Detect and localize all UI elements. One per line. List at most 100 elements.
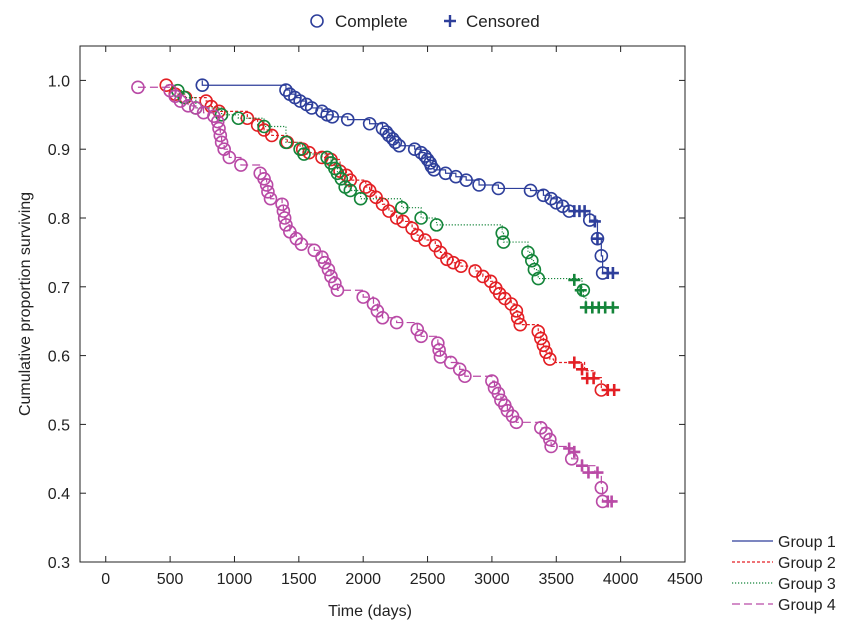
y-tick-label: 0.6 <box>48 349 70 366</box>
complete-point <box>525 253 539 268</box>
censored-point <box>574 284 587 297</box>
complete-point <box>214 108 229 122</box>
complete-point <box>177 90 192 105</box>
censored-point <box>591 232 604 245</box>
complete-point <box>343 183 358 198</box>
complete-point <box>257 119 271 134</box>
censored-point <box>568 356 581 369</box>
x-tick-label: 4500 <box>667 571 703 588</box>
legend-censored-label: Censored <box>466 12 540 31</box>
complete-point <box>495 226 510 240</box>
series-line <box>137 86 612 503</box>
complete-point <box>446 255 461 270</box>
legend-group-4-label: Group 4 <box>778 597 836 614</box>
x-tick-label: 0 <box>101 571 110 588</box>
complete-point <box>131 80 145 95</box>
complete-point <box>181 99 195 113</box>
x-axis-label: Time (days) <box>328 603 412 620</box>
complete-point <box>173 94 188 108</box>
line-legend: Group 1 Group 2 Group 3 Group 4 <box>732 534 836 614</box>
complete-point <box>210 114 225 129</box>
x-tick-label: 1000 <box>217 571 253 588</box>
complete-point <box>214 135 229 150</box>
x-tick-label: 500 <box>157 571 184 588</box>
y-tick-label: 0.3 <box>48 555 70 572</box>
censored-point <box>591 466 604 479</box>
complete-point <box>491 386 506 401</box>
y-tick-label: 0.4 <box>48 486 70 503</box>
x-tick-label: 3500 <box>538 571 574 588</box>
legend-complete-label: Complete <box>335 12 408 31</box>
complete-point <box>340 112 355 127</box>
complete-point <box>443 355 458 370</box>
complete-point <box>485 374 499 388</box>
complete-point <box>549 196 564 210</box>
complete-point <box>459 173 473 187</box>
series-group-1 <box>195 78 619 280</box>
complete-point <box>510 310 525 325</box>
complete-point <box>544 439 558 454</box>
complete-point <box>536 188 551 203</box>
x-tick-label: 1500 <box>281 571 317 588</box>
complete-point <box>513 317 528 332</box>
x-tick-label: 4000 <box>603 571 639 588</box>
censored-point <box>576 363 589 376</box>
series-layer <box>131 78 621 509</box>
complete-point <box>433 350 448 364</box>
complete-point <box>302 145 316 160</box>
y-tick-label: 0.9 <box>48 142 70 159</box>
y-tick-label: 0.7 <box>48 280 70 297</box>
complete-point <box>275 197 289 212</box>
complete-point <box>410 228 425 242</box>
complete-point <box>523 183 538 198</box>
complete-point <box>307 243 322 258</box>
complete-point <box>389 315 404 330</box>
censored-point <box>608 384 621 396</box>
complete-point <box>414 329 428 344</box>
y-tick-label: 1.0 <box>48 73 70 90</box>
complete-point <box>222 150 237 165</box>
complete-point <box>414 211 428 225</box>
complete-point <box>432 343 446 357</box>
complete-point <box>440 252 454 267</box>
series-group-3 <box>171 83 619 314</box>
complete-point <box>366 297 381 311</box>
complete-point <box>276 204 291 218</box>
complete-point <box>531 271 546 286</box>
censored-point <box>576 459 589 472</box>
complete-point <box>521 245 535 260</box>
censored-point <box>605 495 618 508</box>
complete-point <box>375 310 390 325</box>
complete-point <box>324 269 338 284</box>
axis-ticks: 0 500 1000 1500 2000 2500 3000 3500 4000 4500 0.3 0… <box>48 46 703 588</box>
series-line <box>201 80 613 274</box>
complete-marker-icon <box>310 14 324 28</box>
series-line <box>177 90 615 309</box>
complete-point <box>264 128 279 143</box>
y-axis-label: Cumulative proportion surviving <box>17 192 34 416</box>
complete-point <box>353 191 368 206</box>
complete-point <box>213 128 228 143</box>
legend-group-1-label: Group 1 <box>778 534 836 551</box>
complete-point <box>325 110 340 124</box>
complete-point <box>263 191 278 206</box>
censored-point <box>588 215 601 228</box>
complete-point <box>410 322 425 337</box>
complete-point <box>531 324 546 339</box>
complete-point <box>279 83 293 97</box>
complete-point <box>330 283 345 298</box>
complete-point <box>321 262 336 277</box>
complete-point <box>231 111 246 126</box>
complete-point <box>234 158 248 172</box>
complete-point <box>261 185 275 199</box>
complete-point <box>420 152 435 167</box>
complete-point <box>424 159 439 174</box>
censored-point <box>606 267 619 280</box>
complete-point <box>358 180 373 194</box>
complete-point <box>395 200 409 215</box>
x-tick-label: 3000 <box>474 571 510 588</box>
complete-point <box>509 304 524 318</box>
complete-point <box>356 290 370 304</box>
censored-point <box>606 301 619 314</box>
